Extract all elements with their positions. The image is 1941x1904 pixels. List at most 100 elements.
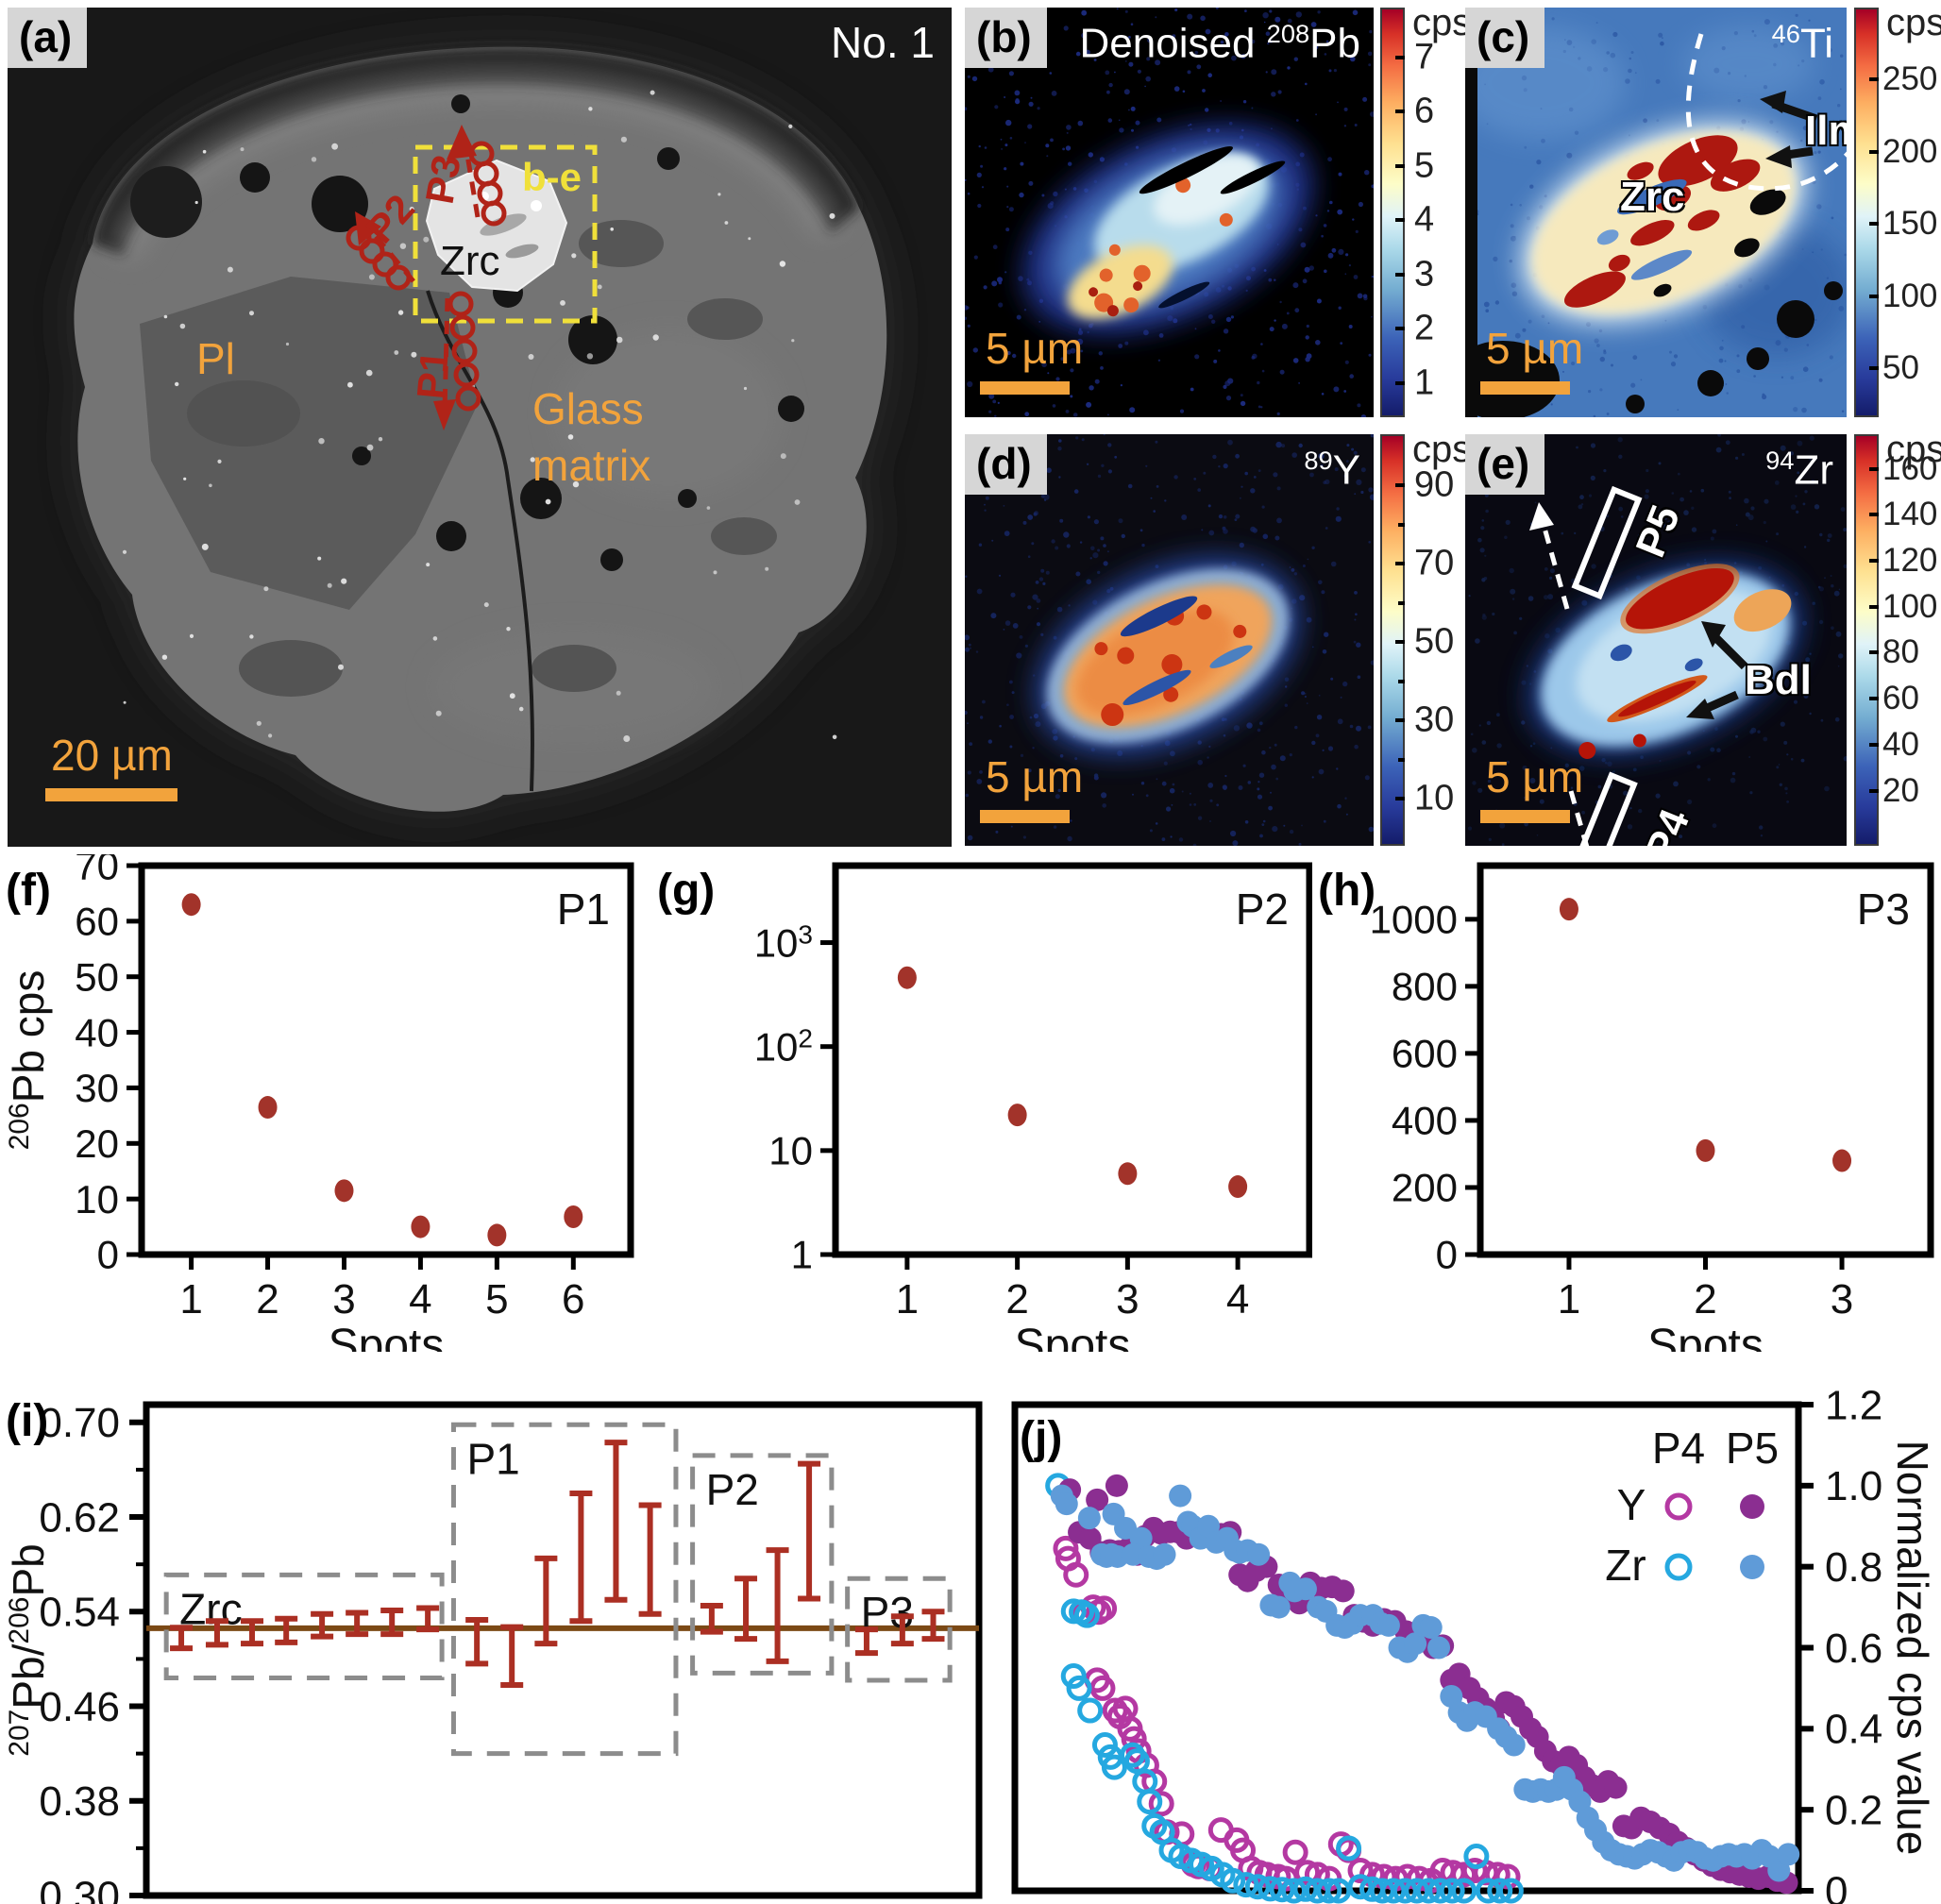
svg-text:206Pb cps: 206Pb cps <box>4 970 53 1151</box>
svg-text:Spots: Spots <box>1015 1321 1131 1352</box>
svg-text:0.46: 0.46 <box>39 1684 120 1730</box>
plagioclase-label: Pl <box>196 334 235 383</box>
svg-text:4: 4 <box>409 1276 431 1323</box>
svg-text:Normalized cps value: Normalized cps value <box>1888 1441 1937 1856</box>
colorbar-tick-label: 200 <box>1882 132 1938 170</box>
colorbar-tick <box>1395 718 1405 723</box>
svg-text:P1: P1 <box>557 885 610 934</box>
colorbar-tick-label: 30 <box>1414 699 1455 740</box>
svg-text:0.70: 0.70 <box>39 1400 120 1446</box>
colorbar-tick <box>1395 110 1405 114</box>
colorbar-tick <box>1395 562 1405 566</box>
svg-text:400: 400 <box>1392 1099 1458 1143</box>
panel-c-iso-mass: 46 <box>1771 19 1800 48</box>
46ti-map-image <box>1465 8 1847 417</box>
colorbar-tick <box>1869 788 1879 793</box>
svg-text:P2: P2 <box>1236 885 1289 934</box>
svg-text:40: 40 <box>75 1010 119 1054</box>
colorbar-tick <box>1869 697 1879 701</box>
glass-matrix-label: Glass matrix <box>532 381 650 495</box>
panel-e-iso-element: Zr <box>1794 447 1833 494</box>
colorbar-tick-label: 5 <box>1414 145 1435 186</box>
panel-e-iso-mass: 94 <box>1765 446 1795 475</box>
colorbar-tick-label: 3 <box>1414 254 1435 295</box>
svg-text:3: 3 <box>1831 1276 1853 1323</box>
scale-bar-20um-line <box>45 788 177 801</box>
colorbar-tick-label: 80 <box>1882 633 1919 671</box>
colorbar-tick <box>1869 513 1879 517</box>
svg-text:1: 1 <box>896 1276 919 1323</box>
svg-text:0.6: 0.6 <box>1825 1626 1882 1672</box>
colorbar-tick-label: 150 <box>1882 205 1938 243</box>
zircon-label: Zrc <box>440 238 500 284</box>
glass-label-line2: matrix <box>532 440 651 490</box>
colorbar-tick-label: 50 <box>1882 349 1919 387</box>
svg-text:0: 0 <box>1825 1868 1848 1904</box>
colorbar-tick-label: 60 <box>1882 680 1919 717</box>
colorbar-tick <box>1395 380 1405 385</box>
panel-c-iso-element: Ti <box>1799 20 1833 67</box>
colorbar-tick-label: 140 <box>1882 496 1938 533</box>
zircon-label-c: Zrc <box>1620 174 1685 220</box>
panel-i-tag: (i) <box>6 1396 49 1446</box>
colorbar-tick <box>1395 272 1405 277</box>
colorbar-89y-gradient <box>1380 434 1405 846</box>
colorbar-tick-label: 50 <box>1414 621 1455 662</box>
panel-a-tag: (a) <box>8 8 88 68</box>
panel-b-iso-mass: 208 <box>1266 19 1310 48</box>
svg-text:207Pb/206Pb: 207Pb/206Pb <box>4 1543 53 1756</box>
scale-bar-5um-e: 5 µm <box>1480 751 1583 823</box>
colorbar-208pb-gradient <box>1380 8 1405 417</box>
colorbar-tick-label: 2 <box>1414 308 1435 348</box>
svg-text:0.30: 0.30 <box>39 1873 120 1904</box>
scale-bar-20um-label: 20 µm <box>51 731 173 780</box>
panel-f-tag: (f) <box>6 866 51 916</box>
colorbar-tick <box>1395 163 1405 168</box>
scale-bar-5um-d-label: 5 µm <box>986 752 1084 801</box>
svg-text:0: 0 <box>97 1233 119 1277</box>
chart-207pb-206pb-errorbars: 0.300.380.460.540.620.70207Pb/206PbZrcP1… <box>4 1400 983 1904</box>
colorbar-tick-label: 10 <box>1414 778 1455 818</box>
scale-bar-5um-b-label: 5 µm <box>986 324 1084 373</box>
colorbar-tick-label: 6 <box>1414 91 1435 131</box>
colorbar-208pb-unit: cps <box>1412 2 1472 43</box>
panel-e-94zr-map: (e) 94Zr Bdl P5 P4 5 µm <box>1465 434 1847 846</box>
colorbar-tick <box>1869 222 1879 227</box>
svg-text:1000: 1000 <box>1370 898 1458 942</box>
svg-text:1.2: 1.2 <box>1825 1382 1882 1428</box>
svg-text:3: 3 <box>332 1276 355 1323</box>
scale-bar-5um-d-line <box>980 810 1070 823</box>
panel-c-tag: (c) <box>1465 8 1545 68</box>
panel-d-89y-map: (d) 89Y 5 µm <box>965 434 1374 846</box>
panel-b-title-prefix: Denoised <box>1079 20 1267 67</box>
transect-p3-label: P3 <box>416 151 469 208</box>
colorbar-tick-label: 250 <box>1882 60 1938 98</box>
svg-text:800: 800 <box>1392 965 1458 1009</box>
svg-text:Spots: Spots <box>329 1321 445 1352</box>
panel-e-tag: (e) <box>1465 434 1545 495</box>
colorbar-tick-label: 1 <box>1414 362 1435 403</box>
svg-text:3: 3 <box>1116 1276 1139 1323</box>
svg-text:5: 5 <box>485 1276 508 1323</box>
colorbar-tick <box>1395 640 1405 645</box>
colorbar-tick-label: 20 <box>1882 771 1919 809</box>
colorbar-tick-label: 120 <box>1882 541 1938 579</box>
panel-b-title: Denoised 208Pb <box>1080 19 1360 68</box>
colorbar-tick <box>1869 604 1879 609</box>
panel-b-208pb-map: (b) Denoised 208Pb 5 µm <box>965 8 1374 417</box>
colorbar-tick-label: 160 <box>1882 449 1938 487</box>
colorbar-94zr-unit: cps <box>1886 429 1941 470</box>
colorbar-tick <box>1869 149 1879 154</box>
svg-text:Y: Y <box>1617 1480 1646 1529</box>
svg-text:0.62: 0.62 <box>39 1494 120 1541</box>
208pb-map-image <box>965 8 1374 417</box>
scale-bar-5um-c-line <box>1480 381 1570 395</box>
colorbar-tick <box>1395 55 1405 59</box>
svg-text:P2: P2 <box>706 1465 759 1514</box>
colorbar-tick-label: 90 <box>1414 464 1455 505</box>
svg-text:10: 10 <box>768 1129 813 1173</box>
panel-a-bse-image: (a) No. 1 Pl Glass matrix Zrc b-e P1 P2 … <box>8 8 952 847</box>
colorbar-46ti: cps 50 100 150 200 250 <box>1854 2 1941 417</box>
panel-h-tag: (h) <box>1318 866 1376 916</box>
